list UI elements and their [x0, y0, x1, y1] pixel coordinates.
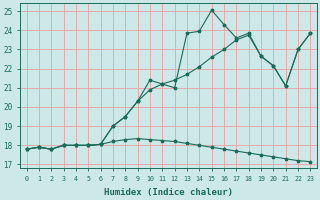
X-axis label: Humidex (Indice chaleur): Humidex (Indice chaleur)	[104, 188, 233, 197]
